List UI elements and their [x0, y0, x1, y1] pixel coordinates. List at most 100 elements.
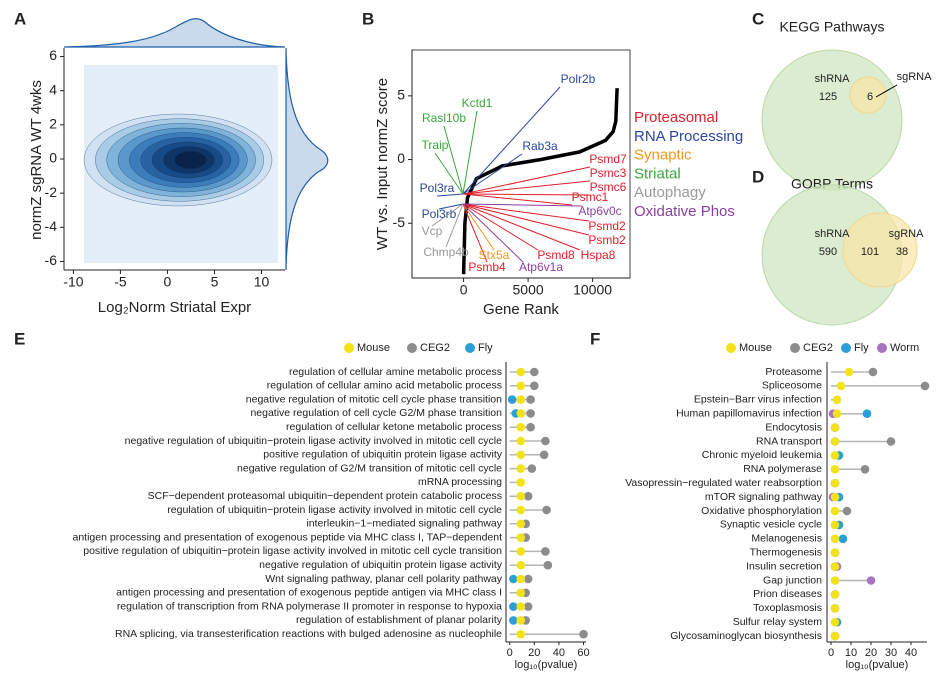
gene-pointer	[443, 125, 464, 195]
dot	[509, 602, 518, 611]
dot	[832, 409, 842, 419]
category-label: negative regulation of cell cycle G2/M p…	[250, 407, 502, 419]
category-label: regulation of cellular ketone metabolic …	[286, 421, 502, 433]
set-pointer	[875, 84, 898, 98]
dot	[527, 464, 537, 473]
dot	[526, 422, 535, 432]
category-label: interleukin−1−mediated signaling pathway	[306, 518, 502, 530]
category-label: Gap junction	[763, 574, 822, 586]
dot	[526, 409, 535, 418]
dot	[838, 534, 848, 544]
set-count: 38	[896, 246, 908, 258]
x-axis-label: log₁₀(pvalue)	[846, 659, 909, 671]
gene-label: Chmp4b	[423, 245, 469, 259]
dot	[830, 562, 840, 571]
dot	[832, 395, 842, 405]
dot	[836, 381, 846, 391]
dot	[516, 574, 526, 584]
gene-pointer	[462, 153, 523, 195]
dot	[516, 547, 526, 556]
category-label: Toxoplasmosis	[753, 602, 822, 614]
set-count: 590	[819, 246, 837, 258]
x-tick-label: 10000	[573, 282, 612, 298]
legend-label: Proteasomal	[634, 109, 718, 126]
set-count: 125	[819, 91, 837, 103]
gene-pointer	[462, 203, 583, 207]
gene-pointer	[462, 203, 590, 236]
gene-label: Psmc6	[590, 180, 627, 194]
x-tick-label: 5	[211, 274, 219, 290]
legend-label: Striatal	[634, 165, 681, 182]
category-label: Insulin secretion	[746, 560, 822, 572]
category-label: negative regulation of ubiquitin protein…	[259, 559, 503, 571]
dot	[830, 506, 840, 516]
dot	[866, 576, 876, 585]
gene-pointer	[438, 203, 464, 210]
gene-label: Traip	[422, 138, 449, 152]
category-label: Spliceosome	[762, 380, 822, 392]
gene-label: Rasl10b	[422, 111, 466, 125]
y-axis-label: WT vs. Input normZ score	[374, 78, 391, 250]
legend-swatch	[726, 343, 736, 353]
x-tick-label: 20	[865, 647, 877, 659]
panel-letter: B	[362, 9, 374, 28]
gene-label: Stx5a	[479, 248, 510, 262]
dot	[516, 409, 526, 418]
legend-swatch	[841, 343, 851, 353]
x-axis-label: Log₂Norm Striatal Expr	[98, 299, 251, 316]
dot	[886, 437, 896, 446]
x-axis-label: Gene Rank	[483, 301, 559, 318]
category-label: antigen processing and presentation of e…	[72, 531, 502, 543]
category-label: Melanogenesis	[751, 533, 822, 545]
dot	[509, 574, 518, 584]
dot	[830, 451, 840, 460]
panel-letter: F	[590, 329, 600, 348]
x-tick-label: 40	[905, 647, 917, 659]
dot	[516, 588, 526, 598]
category-label: negative regulation of ubiquitin−protein…	[125, 435, 502, 447]
gene-label: Psmb4	[468, 260, 506, 274]
set-circle	[849, 76, 887, 114]
dot	[516, 436, 526, 446]
dot	[830, 437, 840, 446]
dot	[539, 450, 549, 460]
legend-label: RNA Processing	[634, 128, 743, 145]
set-name: shRNA	[815, 228, 851, 240]
set-circle	[842, 212, 918, 288]
dot	[516, 560, 526, 570]
dot	[509, 616, 518, 625]
gene-pointer	[434, 152, 464, 195]
density-contour	[174, 151, 207, 169]
y-tick-label: -4	[45, 218, 58, 234]
category-label: negative regulation of mitotic cell cycl…	[246, 393, 502, 405]
category-label: Epstein−Barr virus infection	[694, 394, 822, 406]
dot	[530, 381, 539, 391]
category-label: Endocytosis	[765, 421, 822, 433]
dot	[830, 534, 840, 544]
dot	[830, 631, 840, 641]
dot	[830, 590, 840, 599]
gene-label: Pol3rb	[422, 207, 457, 221]
gene-pointer	[462, 86, 561, 195]
dot	[523, 574, 533, 584]
y-tick-label: 6	[49, 47, 57, 63]
dot	[516, 505, 526, 515]
dot	[830, 520, 840, 530]
gene-pointer	[436, 193, 464, 197]
dot	[830, 492, 840, 502]
category-label: RNA polymerase	[743, 463, 822, 475]
gene-pointer	[462, 193, 573, 206]
gene-label: Psmb2	[588, 233, 626, 247]
dot	[516, 464, 526, 473]
category-label: positive regulation of ubiquitin protein…	[263, 449, 502, 461]
category-label: SCF−dependent proteasomal ubiquitin−depe…	[148, 490, 502, 502]
panel-letter: E	[14, 329, 25, 348]
legend-label: Fly	[854, 342, 869, 354]
category-label: Chronic myeloid leukemia	[702, 449, 822, 461]
gene-pointer	[462, 203, 524, 263]
category-label: Prion diseases	[753, 588, 822, 600]
panel-letter: D	[752, 167, 764, 186]
gene-pointer	[431, 203, 464, 227]
x-tick-label: 0	[460, 282, 468, 298]
y-tick-label: 0	[397, 150, 405, 166]
